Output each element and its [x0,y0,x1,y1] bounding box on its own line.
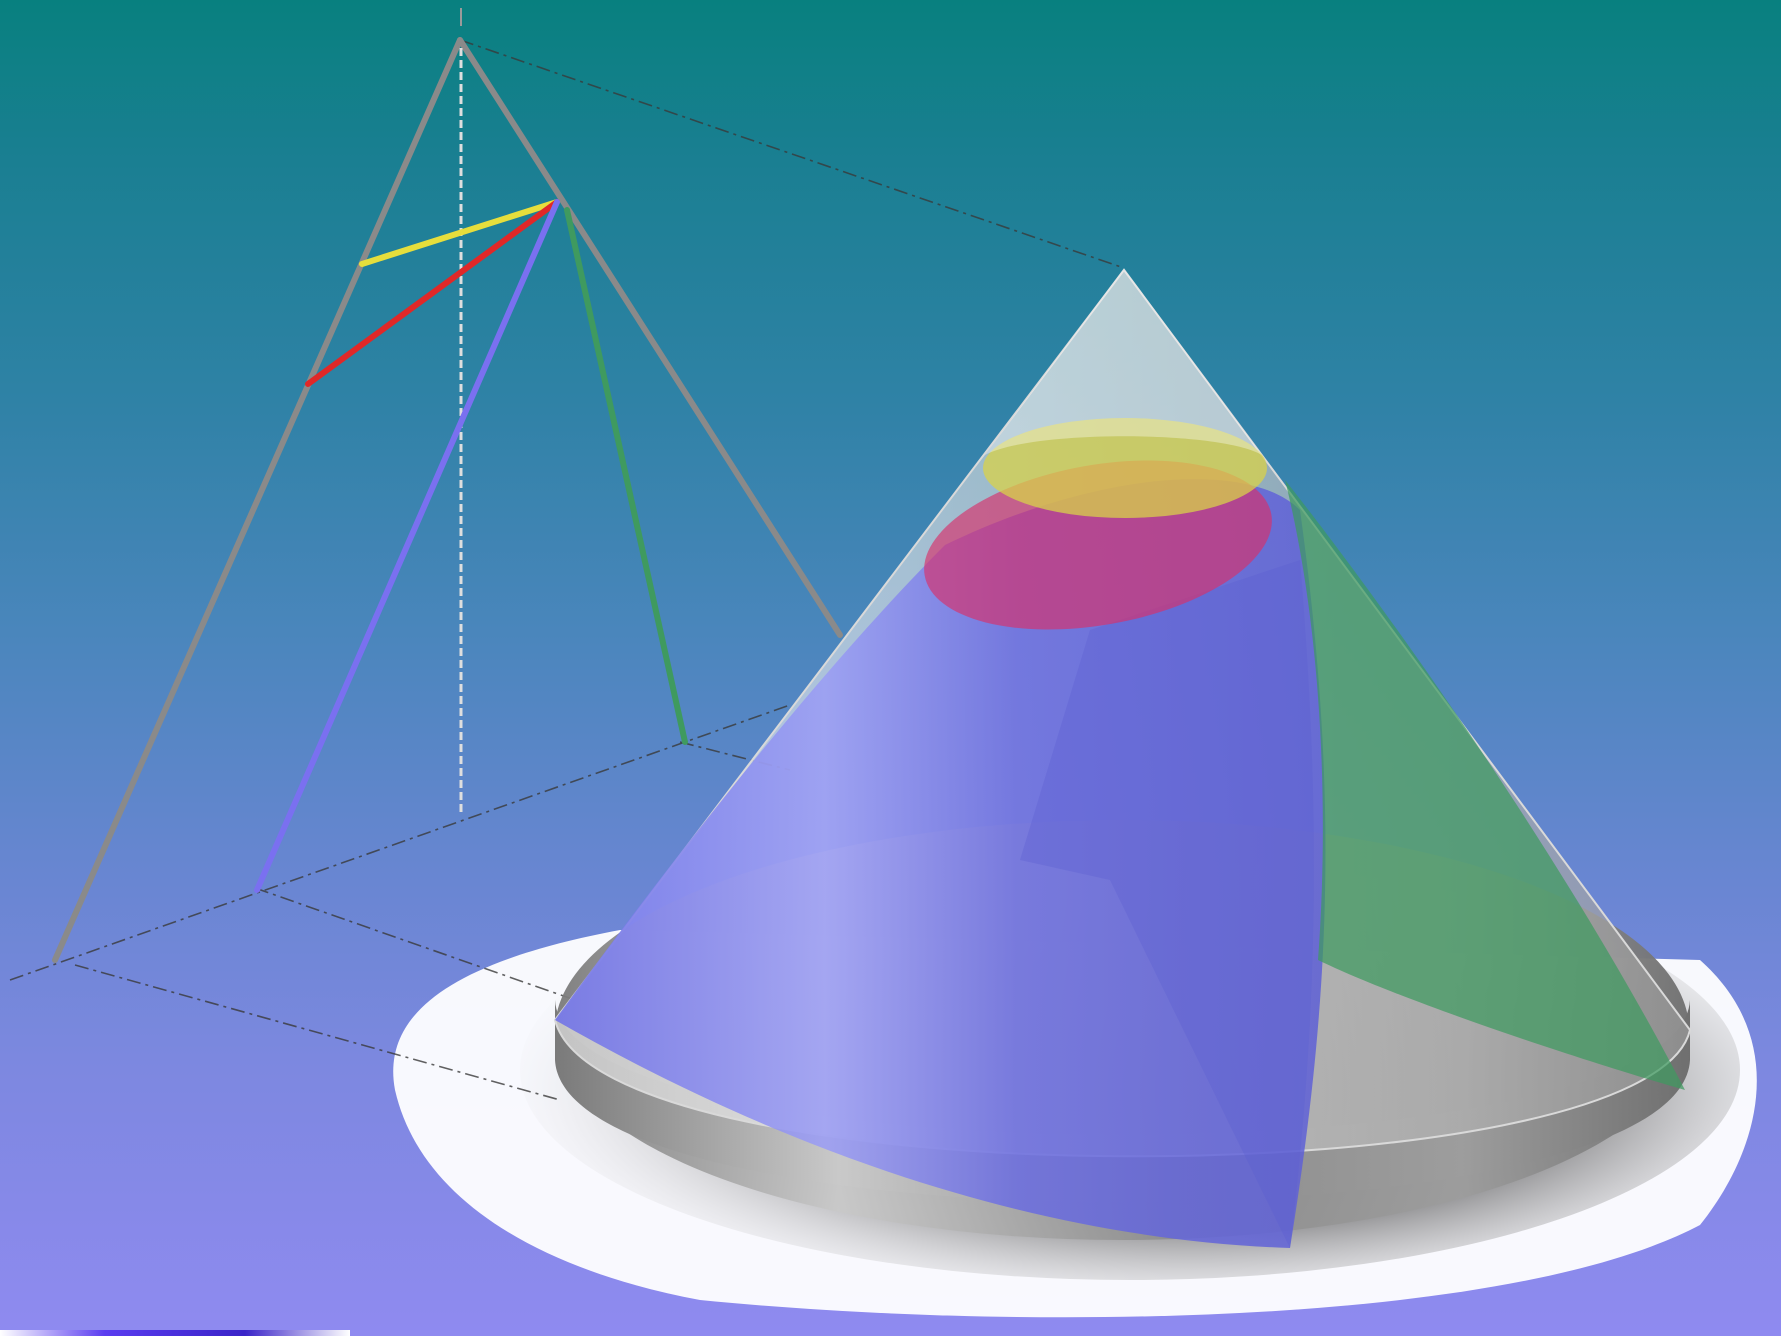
circle-section [983,418,1267,518]
projection-lines [9,39,1125,1101]
circle-section-line [359,199,560,267]
parabola-section [555,479,1326,1248]
hyperbola-section [1285,480,1685,1090]
parabola-inner-facet [1020,560,1314,1248]
cone-tip [985,268,1262,455]
parabola-section-line [254,199,560,893]
hyperbola-section-line [564,207,688,745]
solid-cone [553,268,1692,1248]
cone-generator-left [52,37,463,963]
cone-generator-right [457,37,843,638]
ellipse-section-line [305,199,560,387]
wireframe-cone [52,8,843,963]
bottom-strip [0,1330,350,1336]
